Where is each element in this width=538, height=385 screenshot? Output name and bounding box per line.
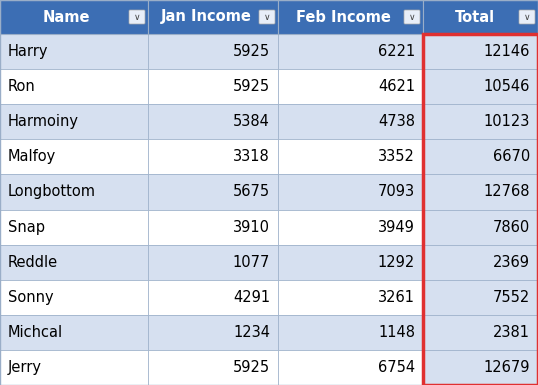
Text: Total: Total: [455, 10, 495, 25]
Text: Malfoy: Malfoy: [8, 149, 56, 164]
Bar: [423, 69, 538, 104]
Bar: [423, 315, 538, 350]
Bar: [278, 244, 423, 280]
Text: 5925: 5925: [233, 360, 270, 375]
Text: Ron: Ron: [8, 79, 36, 94]
Bar: [148, 350, 278, 385]
Bar: [278, 139, 423, 174]
Text: 1077: 1077: [232, 254, 270, 270]
Text: 4621: 4621: [378, 79, 415, 94]
Text: 12768: 12768: [484, 184, 530, 199]
Text: 2381: 2381: [493, 325, 530, 340]
Bar: [278, 69, 423, 104]
Text: 6221: 6221: [378, 44, 415, 59]
Bar: [148, 209, 278, 244]
Bar: [148, 315, 278, 350]
Bar: [423, 280, 538, 315]
Text: 3949: 3949: [378, 219, 415, 234]
Bar: [0, 104, 148, 139]
Bar: [0, 34, 148, 69]
Bar: [148, 174, 278, 209]
Text: 1292: 1292: [378, 254, 415, 270]
Text: 12146: 12146: [484, 44, 530, 59]
Text: 4738: 4738: [378, 114, 415, 129]
Text: 1234: 1234: [233, 325, 270, 340]
Text: 1148: 1148: [378, 325, 415, 340]
Bar: [0, 139, 148, 174]
Text: Sonny: Sonny: [8, 290, 54, 305]
Bar: [423, 244, 538, 280]
FancyBboxPatch shape: [519, 10, 535, 24]
Text: Jan Income: Jan Income: [161, 10, 252, 25]
Text: 6754: 6754: [378, 360, 415, 375]
Text: 4291: 4291: [233, 290, 270, 305]
Text: 3910: 3910: [233, 219, 270, 234]
Bar: [148, 244, 278, 280]
Bar: [148, 104, 278, 139]
Text: 3352: 3352: [378, 149, 415, 164]
Bar: [423, 0, 538, 34]
Text: ∨: ∨: [523, 12, 530, 22]
Bar: [278, 104, 423, 139]
Text: 5675: 5675: [233, 184, 270, 199]
Text: Longbottom: Longbottom: [8, 184, 96, 199]
Text: Harmoiny: Harmoiny: [8, 114, 79, 129]
Bar: [148, 34, 278, 69]
Text: 7552: 7552: [493, 290, 530, 305]
Text: 5384: 5384: [233, 114, 270, 129]
Text: 5925: 5925: [233, 79, 270, 94]
Text: ∨: ∨: [133, 12, 140, 22]
FancyBboxPatch shape: [404, 10, 420, 24]
Text: Jerry: Jerry: [8, 360, 42, 375]
Bar: [423, 209, 538, 244]
Text: Reddle: Reddle: [8, 254, 58, 270]
Bar: [278, 350, 423, 385]
Bar: [0, 0, 148, 34]
Text: 10546: 10546: [484, 79, 530, 94]
Text: 10123: 10123: [484, 114, 530, 129]
Bar: [148, 69, 278, 104]
Text: ∨: ∨: [264, 12, 270, 22]
Bar: [148, 0, 278, 34]
FancyBboxPatch shape: [129, 10, 145, 24]
Text: Name: Name: [43, 10, 90, 25]
Text: 3318: 3318: [233, 149, 270, 164]
Bar: [148, 139, 278, 174]
Text: 6670: 6670: [493, 149, 530, 164]
Text: 2369: 2369: [493, 254, 530, 270]
Bar: [0, 280, 148, 315]
Text: 3261: 3261: [378, 290, 415, 305]
Bar: [423, 34, 538, 69]
Bar: [278, 34, 423, 69]
Text: 7093: 7093: [378, 184, 415, 199]
Text: 5925: 5925: [233, 44, 270, 59]
Bar: [278, 0, 423, 34]
Bar: [0, 174, 148, 209]
Text: 7860: 7860: [493, 219, 530, 234]
Text: Feb Income: Feb Income: [296, 10, 391, 25]
Bar: [0, 244, 148, 280]
Text: Michcal: Michcal: [8, 325, 63, 340]
Bar: [0, 209, 148, 244]
Bar: [278, 315, 423, 350]
Text: Harry: Harry: [8, 44, 48, 59]
Bar: [278, 209, 423, 244]
Text: Snap: Snap: [8, 219, 45, 234]
Text: ∨: ∨: [409, 12, 415, 22]
Bar: [0, 315, 148, 350]
Bar: [278, 174, 423, 209]
Bar: [423, 350, 538, 385]
Bar: [278, 280, 423, 315]
Bar: [423, 174, 538, 209]
Bar: [0, 69, 148, 104]
FancyBboxPatch shape: [259, 10, 275, 24]
Bar: [423, 104, 538, 139]
Bar: [0, 350, 148, 385]
Bar: [423, 34, 538, 385]
Bar: [148, 280, 278, 315]
Text: 12679: 12679: [484, 360, 530, 375]
Bar: [423, 139, 538, 174]
